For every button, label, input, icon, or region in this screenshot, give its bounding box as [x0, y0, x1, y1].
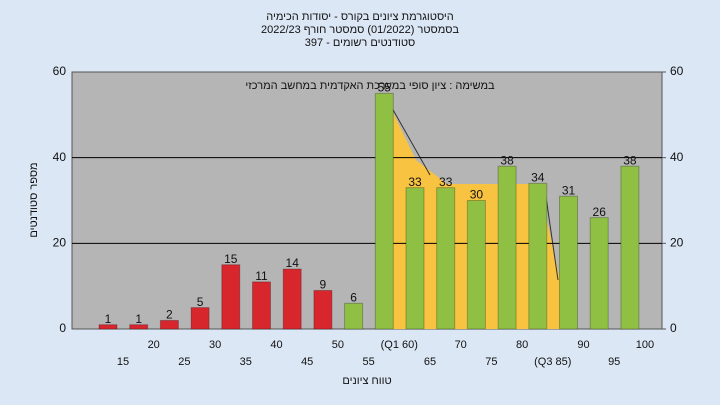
y-axis-label: מספר סטודנטים: [28, 162, 40, 237]
bar: [98, 324, 118, 330]
value-label: 9: [320, 278, 327, 292]
bar: [344, 302, 364, 330]
x-tick-label: 25: [178, 356, 190, 368]
y2-tick-label: 40: [670, 150, 684, 164]
x-tick-label: 35: [240, 356, 252, 368]
bar: [313, 289, 333, 330]
bar: [252, 281, 271, 330]
x-tick-label: 20: [148, 339, 160, 351]
trend-line: [391, 107, 431, 176]
x-tick-label: 90: [577, 339, 589, 351]
x-tick-label: (Q1 60): [381, 339, 418, 351]
annotation: במשימה : ציון סופי במערכת האקדמית במחשב …: [245, 80, 495, 92]
value-label: 33: [408, 175, 422, 189]
value-label: 1: [135, 312, 142, 326]
trend-line: [544, 189, 559, 281]
value-label: 1: [105, 312, 112, 326]
x-tick-label: 95: [608, 356, 620, 368]
x-tick-label: 75: [485, 356, 497, 368]
value-label: 5: [197, 295, 204, 309]
x-tick-label: 45: [301, 356, 313, 368]
bar: [559, 195, 578, 330]
value-label: 14: [286, 256, 300, 270]
x-tick-label: 40: [270, 339, 282, 351]
x-tick-label: 100: [636, 339, 654, 351]
bar: [405, 187, 425, 330]
value-label: 55: [378, 81, 392, 95]
bar: [374, 92, 394, 330]
x-tick-label: 80: [516, 339, 528, 351]
y-tick-label: 20: [53, 236, 67, 250]
y2-tick-label: 60: [670, 64, 684, 78]
bar: [221, 264, 241, 330]
chart-title: בסמסטר (01/2022) סמסטר חורף 2022/23: [261, 24, 459, 36]
value-label: 33: [439, 175, 453, 189]
bar: [528, 182, 548, 330]
bar: [497, 165, 517, 330]
value-label: 6: [350, 290, 357, 304]
x-axis-label: טווח ציונים: [342, 375, 391, 387]
y-tick-label: 60: [53, 64, 67, 78]
value-label: 15: [224, 252, 238, 266]
value-label: 2: [166, 308, 173, 322]
value-label: 11: [255, 269, 268, 283]
bar: [190, 307, 210, 330]
value-label: 31: [562, 183, 576, 197]
chart-title: סטודנטים רשומים - 397: [305, 37, 416, 49]
chart-title: היסטוגרמת ציונים בקורס - יסודות הכימיה: [266, 11, 454, 23]
x-tick-label: 30: [209, 339, 221, 351]
value-label: 38: [500, 153, 514, 167]
value-label: 34: [531, 171, 545, 185]
x-tick-label: 55: [362, 356, 374, 368]
bar: [282, 268, 302, 330]
x-tick-label: (Q3 85): [534, 356, 571, 368]
y2-tick-label: 20: [670, 236, 684, 250]
x-tick-label: 50: [332, 339, 344, 351]
value-label: 30: [470, 188, 484, 202]
bar: [466, 200, 486, 330]
value-label: 38: [623, 153, 637, 167]
y2-tick-label: 0: [670, 321, 677, 335]
value-label: 26: [593, 205, 607, 219]
bar: [436, 187, 456, 330]
bar: [129, 324, 149, 330]
y-tick-label: 40: [53, 150, 67, 164]
bar: [159, 319, 179, 330]
bar: [620, 165, 640, 330]
x-tick-label: 70: [455, 339, 467, 351]
bar: [589, 217, 609, 330]
x-tick-label: 65: [424, 356, 436, 368]
y-tick-label: 0: [59, 321, 66, 335]
x-tick-label: 15: [117, 356, 129, 368]
